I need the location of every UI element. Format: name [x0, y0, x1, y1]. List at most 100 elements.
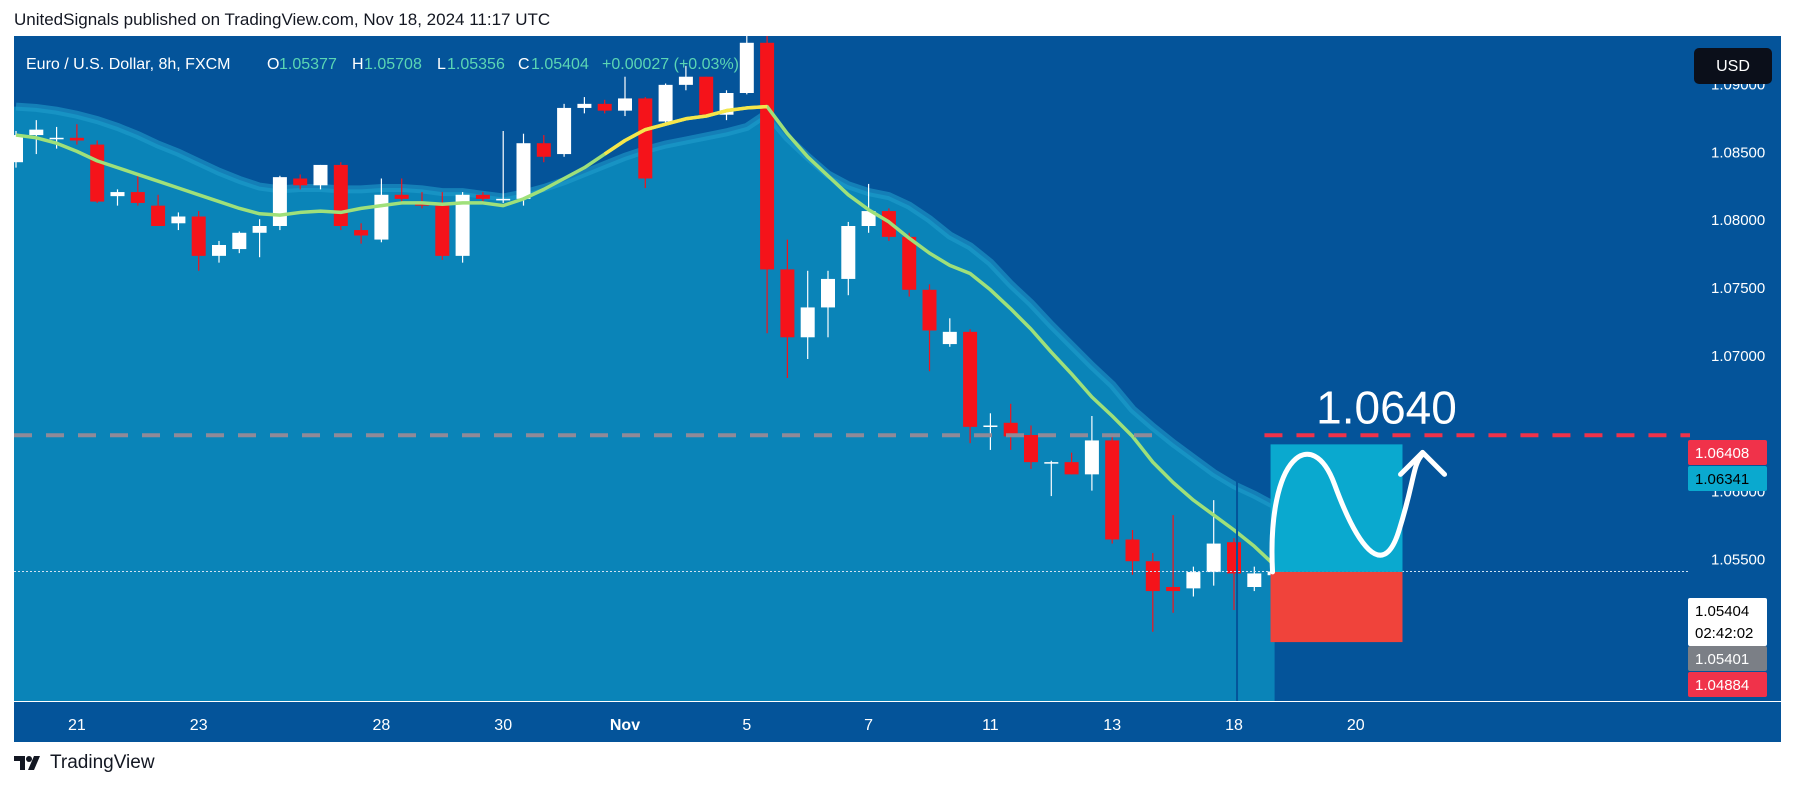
candle-body: [780, 269, 795, 338]
overlay-layer: 1.0640: [14, 36, 1690, 701]
price-axis-panel: [1690, 36, 1781, 701]
candle-body: [171, 216, 186, 224]
legend-c-label: C: [518, 56, 530, 73]
stop-zone: [1270, 571, 1403, 643]
candle-body: [130, 192, 145, 203]
candle-body: [435, 205, 450, 256]
price-badge-label: 1.04884: [1695, 677, 1749, 694]
moving-average-layer: [15, 104, 1276, 567]
legend-change: +0.00027 (+0.03%): [602, 56, 739, 73]
tradingview-logo-icon: [14, 756, 40, 770]
price-badge-box: [1688, 466, 1767, 491]
candle-body: [983, 425, 998, 427]
candle-body: [760, 42, 775, 270]
candle-body: [1125, 539, 1140, 562]
footer-brand: TradingView: [50, 752, 155, 773]
candle-body: [658, 84, 673, 122]
tradingview-footer[interactable]: TradingView: [14, 752, 155, 774]
candle-body: [800, 307, 815, 338]
ribbon-area: [14, 106, 1275, 702]
time-axis: 21 23 28 30 Nov 5 7 11 13 18 20: [68, 717, 1365, 734]
price-badge: 1.05401: [1688, 646, 1767, 671]
candle-body: [354, 230, 369, 236]
candle-body: [455, 194, 470, 256]
legend-o-value: 1.05377: [279, 56, 337, 73]
candle-body: [638, 98, 653, 179]
candle-body: [49, 137, 64, 140]
x-tick-label: 7: [864, 717, 873, 734]
legend-h-label: H: [352, 56, 364, 73]
candle-body: [90, 144, 105, 202]
candle-body: [151, 205, 166, 226]
price-badges: 1.06408 1.06341 1.05404 02:42:02 1.05401 1.04…: [1688, 440, 1767, 697]
candle-body: [1186, 572, 1201, 589]
price-badge-box: [1688, 672, 1767, 697]
price-badge: 1.06408: [1688, 440, 1767, 465]
legend-symbol: Euro / U.S. Dollar, 8h, FXCM: [26, 56, 231, 73]
candle-body: [902, 236, 917, 290]
x-tick-label: 13: [1103, 717, 1121, 734]
candle-body: [272, 177, 287, 226]
x-tick-label: 30: [494, 717, 512, 734]
candle-body: [963, 331, 978, 427]
price-badge-label: 1.05401: [1695, 651, 1749, 668]
candle-body: [110, 192, 125, 197]
candle-body: [536, 143, 551, 157]
countdown-label: 02:42:02: [1695, 625, 1753, 642]
candle-body: [475, 194, 490, 199]
candle-body: [69, 137, 84, 141]
candle-body: [394, 194, 409, 199]
candle-body: [699, 76, 714, 115]
price-badge-box: [1688, 646, 1767, 671]
candle-body: [1227, 542, 1241, 574]
legend-o-label: O: [267, 56, 279, 73]
candle-body: [1064, 462, 1079, 475]
candle-body: [232, 232, 247, 250]
candle-body: [1145, 561, 1160, 592]
legend-l-label: L: [437, 56, 446, 73]
candle-body: [861, 211, 876, 226]
candle-body: [252, 226, 267, 233]
x-tick-label: 18: [1225, 717, 1243, 734]
y-tick-label: 1.07500: [1711, 280, 1765, 297]
price-badge-box: [1688, 440, 1767, 465]
price-badge-label: 1.05404: [1695, 603, 1749, 620]
candle-body: [577, 103, 592, 108]
candle-body: [841, 226, 856, 279]
x-tick-label: 20: [1347, 717, 1365, 734]
legend-ohlc: O 1.05377 H 1.05708 L 1.05356 C 1.05404 …: [267, 56, 739, 73]
x-tick-label: 28: [373, 717, 391, 734]
projection-curve: [1269, 451, 1426, 575]
y-tick-label: 1.05500: [1711, 552, 1765, 569]
candle-body: [557, 107, 572, 155]
candle-body: [1044, 462, 1059, 464]
candle-body: [942, 331, 957, 345]
legend-c-value: 1.05404: [531, 56, 589, 73]
price-badge: 1.04884: [1688, 672, 1767, 697]
target-price-annotation: 1.0640: [1316, 381, 1457, 433]
currency-button-label: USD: [1716, 58, 1750, 75]
y-tick-label: 1.07000: [1711, 348, 1765, 365]
candle-body: [333, 164, 348, 226]
candle-body: [1206, 543, 1221, 573]
candle-body: [821, 278, 835, 308]
candle-body: [191, 216, 206, 256]
x-tick-label: 5: [742, 717, 751, 734]
y-tick-label: 1.08500: [1711, 144, 1765, 161]
time-axis-panel: [14, 702, 1781, 742]
candle-body: [922, 289, 937, 331]
candle-body: [313, 164, 328, 186]
candle-body: [1024, 435, 1038, 463]
moving-average-highlight: [603, 104, 768, 156]
projection-arrowhead: [1398, 449, 1448, 477]
price-axis: 1.090001.085001.080001.075001.070001.060…: [1711, 77, 1765, 569]
x-tick-label: Nov: [610, 717, 640, 734]
price-badge: 1.06341: [1688, 466, 1767, 491]
candle-body: [618, 98, 632, 111]
legend-h-value: 1.05708: [364, 56, 422, 73]
candle-body: [293, 178, 308, 186]
currency-button[interactable]: USD: [1694, 48, 1772, 84]
candle-body: [739, 42, 754, 93]
x-tick-label: 11: [982, 717, 999, 734]
